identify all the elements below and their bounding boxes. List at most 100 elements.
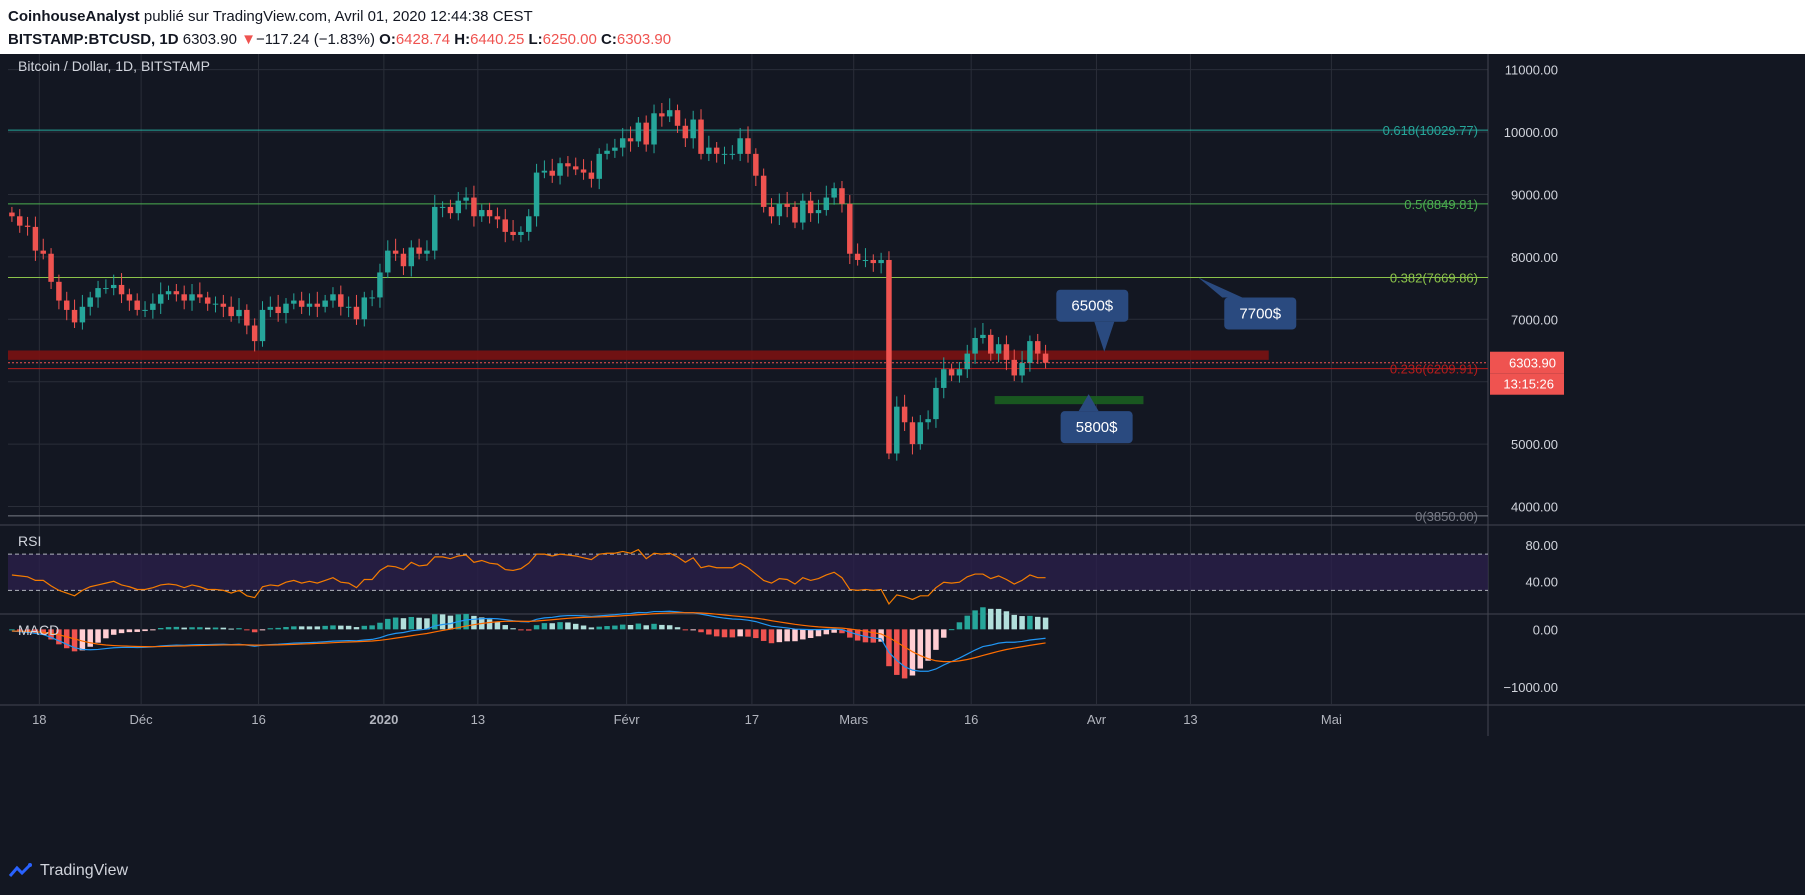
macd-histogram-bar (447, 615, 454, 630)
close-value: 6303.90 (616, 31, 672, 48)
price-chart[interactable]: 18 Déc 16 2020 13 Févr 17 Mars 16 Avr 13 Mai 4000.00… (0, 54, 1805, 895)
macd-histogram-bar (432, 614, 438, 630)
chart-header: CoinhouseAnalyst publié sur TradingView.… (0, 0, 1805, 54)
y-tick-label: 7000.00 (1511, 312, 1558, 327)
macd-histogram-bar (886, 629, 892, 667)
y-tick-label: 4000.00 (1511, 500, 1558, 515)
candle-body (432, 206, 438, 251)
candle-body (17, 216, 23, 226)
macd-histogram-bar (619, 624, 626, 630)
macd-histogram-bar (251, 629, 258, 633)
macd-histogram-bar (197, 627, 203, 630)
low-value: 6250.00 (542, 31, 597, 48)
x-tick-label: 13 (1183, 712, 1197, 727)
candle-body (753, 153, 759, 176)
macd-histogram-bar (24, 629, 31, 632)
callout-box (1060, 411, 1133, 444)
x-tick-label: Déc (130, 712, 154, 727)
candle-body (706, 147, 712, 154)
candle-body (314, 303, 321, 307)
macd-histogram-bar (424, 618, 430, 630)
macd-histogram-bar (925, 629, 931, 661)
candle-body (494, 216, 501, 220)
candle-body (541, 170, 548, 173)
macd-histogram-bar (698, 629, 704, 633)
tradingview-logo[interactable]: TradingView (8, 862, 128, 880)
macd-histogram-bar (103, 629, 109, 639)
macd-histogram-bar (690, 629, 696, 631)
candle-body (32, 226, 39, 251)
macd-histogram-bar (63, 629, 70, 649)
candle-body (392, 250, 399, 254)
macd-histogram-bar (956, 622, 963, 630)
candle-body (251, 325, 258, 342)
macd-histogram-bar (862, 629, 869, 643)
rsi-band (8, 554, 1488, 591)
publish-date: publié sur TradingView.com, Avril 01, 20… (139, 8, 533, 25)
countdown-tag (1490, 373, 1564, 395)
candle-body (447, 206, 454, 214)
candle-body (745, 138, 751, 154)
candle-body (596, 153, 602, 179)
candle-body (118, 284, 125, 295)
macd-histogram-bar (643, 625, 649, 630)
macd-histogram-bar (612, 625, 618, 630)
candle-body (925, 419, 931, 423)
candle-body (369, 297, 375, 299)
macd-histogram-bar (995, 608, 1002, 630)
candle-body (815, 210, 822, 214)
candle-body (9, 212, 15, 217)
candle-body (580, 169, 587, 173)
candle-body (862, 259, 869, 261)
macd-histogram-bar (87, 629, 93, 647)
candle-body (244, 309, 250, 326)
macd-histogram-bar (580, 625, 587, 630)
candle-body (471, 197, 477, 217)
candle-body (345, 306, 352, 308)
macd-histogram-bar (604, 626, 610, 630)
fib-level-label: 0.382(7669.86) (1390, 270, 1478, 285)
last-price-value: 6303.90 (1509, 356, 1556, 371)
macd-histogram-bar (212, 627, 219, 630)
candle-body (103, 288, 109, 290)
candle-body (361, 297, 368, 320)
callout-pointer (1078, 394, 1099, 412)
candle-body (792, 206, 798, 223)
macd-histogram-bar (964, 615, 970, 630)
macd-histogram-bar (142, 629, 148, 632)
candle-body (941, 369, 947, 388)
macd-histogram-bar (189, 627, 195, 630)
macd-histogram-bar (839, 629, 845, 634)
candle-body (572, 166, 579, 170)
macd-histogram-bar (760, 629, 767, 641)
down-arrow-icon: ▼ (241, 31, 256, 48)
candle-body (901, 406, 908, 423)
macd-tick-label: −1000.00 (1503, 680, 1558, 695)
candle-body (635, 122, 642, 142)
candle-body (784, 203, 790, 207)
candle-body (964, 353, 970, 370)
author-name[interactable]: CoinhouseAnalyst (8, 8, 140, 25)
candle-body (298, 300, 305, 307)
macd-histogram-bar (588, 627, 595, 630)
macd-histogram-bar (157, 627, 164, 630)
candle-body (408, 247, 415, 267)
candle-body (666, 110, 673, 117)
candle-body (995, 344, 1002, 354)
macd-histogram-bar (471, 615, 477, 630)
macd-histogram-bar (314, 626, 321, 630)
macd-histogram-bar (1042, 617, 1049, 630)
candle-body (377, 272, 383, 298)
publish-info: CoinhouseAnalyst publié sur TradingView.… (8, 8, 533, 25)
candle-body (424, 250, 430, 254)
macd-histogram-bar (753, 629, 759, 639)
last-price: 6303.90 (182, 31, 237, 48)
candle-body (831, 188, 837, 198)
chart-title: Bitcoin / Dollar, 1D, BITSTAMP (18, 58, 210, 74)
macd-histogram-bar (165, 627, 172, 630)
callout-label: 6500$ (1071, 298, 1113, 315)
candle-body (439, 206, 446, 208)
macd-histogram-bar (800, 629, 806, 640)
candle-body (486, 210, 493, 217)
macd-histogram-bar (807, 629, 814, 638)
